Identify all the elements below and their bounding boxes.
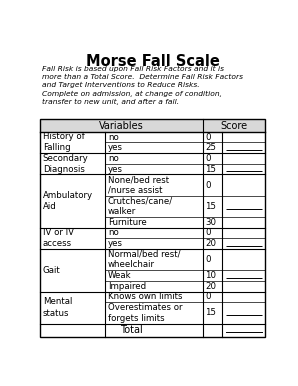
Text: Ambulatory
Aid: Ambulatory Aid — [43, 191, 93, 211]
Text: Variables: Variables — [99, 121, 144, 130]
Text: 15: 15 — [205, 202, 216, 211]
Text: Furniture: Furniture — [108, 218, 147, 227]
Text: no: no — [108, 133, 119, 142]
Text: Gait: Gait — [43, 266, 60, 275]
Text: 0: 0 — [205, 229, 211, 237]
Text: Score: Score — [221, 121, 248, 130]
Text: 0: 0 — [205, 181, 211, 190]
Text: Impaired: Impaired — [108, 282, 146, 291]
Bar — [40, 120, 265, 132]
Text: yes: yes — [108, 164, 123, 174]
Text: IV or IV
access: IV or IV access — [43, 228, 74, 248]
Text: Fall Risk is based upon Fall Risk Factors and it is
more than a Total Score.  De: Fall Risk is based upon Fall Risk Factor… — [42, 66, 243, 105]
Text: Weak: Weak — [108, 271, 131, 280]
Text: Secondary
Diagnosis: Secondary Diagnosis — [43, 154, 89, 174]
Text: 0: 0 — [205, 255, 211, 264]
Text: no: no — [108, 154, 119, 163]
Text: 25: 25 — [205, 143, 216, 152]
Text: 30: 30 — [205, 218, 216, 227]
Text: 20: 20 — [205, 282, 216, 291]
Text: Crutches/cane/
walker: Crutches/cane/ walker — [108, 196, 173, 216]
Text: 20: 20 — [205, 239, 216, 248]
Text: Total: Total — [120, 325, 142, 335]
Text: yes: yes — [108, 239, 123, 248]
Text: Normal/bed rest/
wheelchair: Normal/bed rest/ wheelchair — [108, 250, 180, 269]
Text: yes: yes — [108, 143, 123, 152]
Text: 10: 10 — [205, 271, 216, 280]
Text: Knows own limits: Knows own limits — [108, 292, 182, 301]
Bar — [40, 120, 265, 337]
Text: 15: 15 — [205, 164, 216, 174]
Text: None/bed rest
/nurse assist: None/bed rest /nurse assist — [108, 175, 169, 195]
Text: no: no — [108, 229, 119, 237]
Text: Mental
status: Mental status — [43, 298, 72, 318]
Text: Overestimates or
forgets limits: Overestimates or forgets limits — [108, 303, 182, 323]
Text: 15: 15 — [205, 308, 216, 317]
Text: History of
Falling: History of Falling — [43, 132, 84, 152]
Text: 0: 0 — [205, 154, 211, 163]
Text: 0: 0 — [205, 292, 211, 301]
Text: Morse Fall Scale: Morse Fall Scale — [86, 54, 220, 69]
Text: 0: 0 — [205, 133, 211, 142]
